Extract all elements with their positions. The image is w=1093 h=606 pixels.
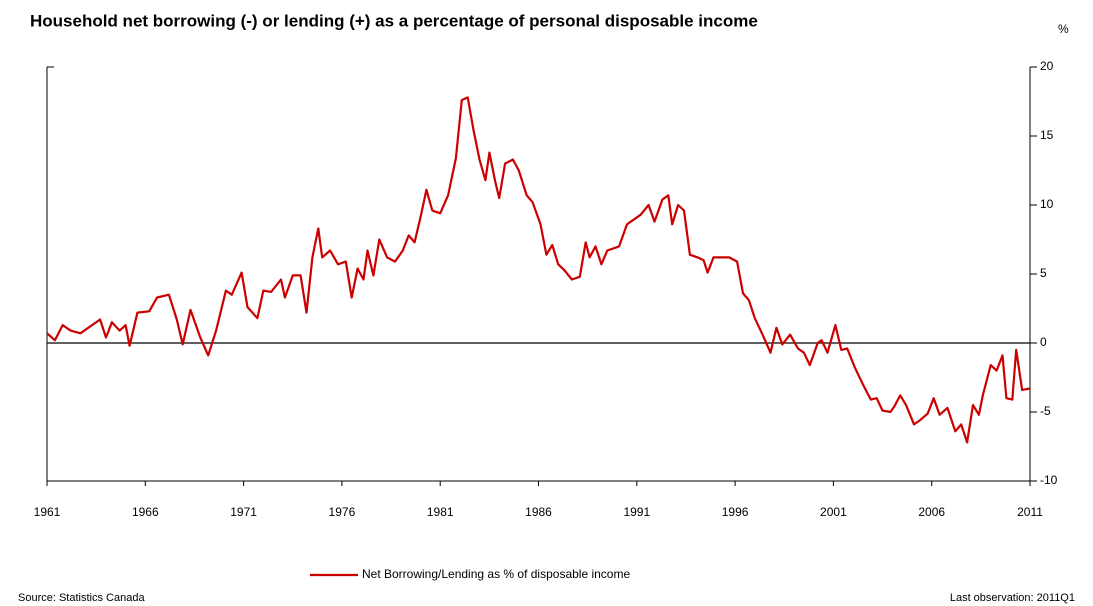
y-tick-label: -5 [1040,404,1051,418]
x-tick-label: 2011 [1017,505,1043,519]
x-tick-label: 1991 [623,505,650,519]
x-tick-label: 2006 [918,505,945,519]
data-line [46,96,1031,444]
y-tick-label: 10 [1040,197,1054,211]
x-tick-label: 1981 [427,505,454,519]
x-tick-label: 1961 [34,505,61,519]
y-tick-label: -10 [1040,473,1058,487]
y-unit: % [1058,22,1069,36]
x-tick-label: 2001 [820,505,847,519]
note: Last observation: 2011Q1 [950,592,1075,604]
x-tick-label: 1996 [722,505,749,519]
x-tick-label: 1986 [525,505,552,519]
x-tick-label: 1976 [329,505,356,519]
y-tick-label: 15 [1040,128,1054,142]
x-tick-label: 1971 [230,505,257,519]
y-tick-label: 20 [1040,59,1054,73]
y-tick-label: 0 [1040,335,1047,349]
source: Source: Statistics Canada [18,592,145,604]
legend-label: Net Borrowing/Lending as % of disposable… [362,567,630,581]
y-tick-label: 5 [1040,266,1047,280]
chart-title: Household net borrowing (-) or lending (… [30,11,758,30]
x-tick-label: 1966 [132,505,159,519]
